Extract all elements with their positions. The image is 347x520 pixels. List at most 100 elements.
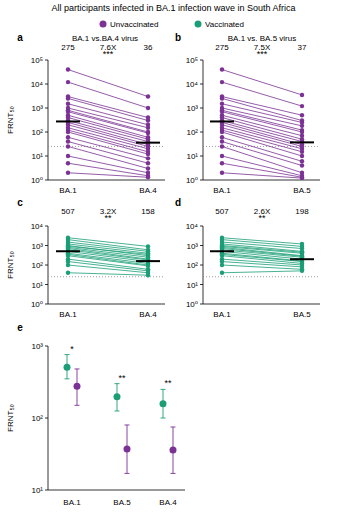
y-tick: [200, 60, 203, 61]
mean-bar: [56, 120, 80, 122]
participant-point: [146, 161, 150, 165]
error-bar: [161, 389, 166, 418]
participant-line: [222, 173, 302, 178]
mean-bar: [210, 120, 234, 122]
participant-point: [66, 154, 70, 158]
y-tick: [45, 304, 48, 305]
mean-point: [170, 446, 177, 453]
y-tick: [200, 304, 203, 305]
mean-label: 198: [295, 207, 309, 216]
x-tick-label: BA.1: [213, 310, 231, 319]
mean-bar: [290, 141, 314, 143]
y-tick-label: 10²: [186, 261, 198, 270]
y-tick: [200, 84, 203, 85]
plot-area: [48, 236, 165, 278]
y-tick-label: 10⁴: [186, 80, 199, 89]
y-tick: [200, 265, 203, 266]
participant-point: [146, 156, 150, 160]
participant-point: [146, 106, 150, 110]
error-bar-cap: [125, 473, 130, 474]
participant-point: [146, 131, 150, 135]
participant-line: [68, 173, 148, 177]
y-tick: [45, 265, 48, 266]
y-tick: [45, 418, 48, 419]
participant-point: [220, 96, 224, 100]
participant-line: [222, 265, 302, 269]
participant-point: [300, 159, 304, 163]
y-tick: [45, 84, 48, 85]
participant-point: [220, 130, 224, 134]
x-tick-label: BA.4: [159, 498, 177, 507]
significance: ***: [103, 49, 114, 59]
plot-area: [203, 67, 320, 180]
participant-line: [68, 254, 148, 265]
significance: **: [104, 213, 112, 223]
mean-point: [114, 393, 121, 400]
legend-swatch: [100, 21, 107, 28]
participant-line: [68, 130, 148, 152]
error-bar-cap: [171, 426, 176, 427]
y-tick: [45, 226, 48, 227]
plot-area: [48, 67, 165, 179]
error-bar-cap: [171, 473, 176, 474]
participant-line: [68, 265, 148, 273]
participant-point: [220, 171, 224, 175]
participant-line: [68, 163, 148, 176]
participant-line: [222, 262, 302, 267]
error-bar: [171, 427, 176, 473]
mean-label: 275: [215, 43, 229, 52]
participant-line: [68, 70, 148, 97]
panel-letter: e: [17, 322, 23, 333]
participant-point: [146, 175, 150, 179]
mean-bar: [136, 260, 160, 262]
participant-point: [66, 139, 70, 143]
mean-point: [160, 400, 167, 407]
participant-line: [222, 254, 302, 261]
participant-point: [300, 104, 304, 108]
participant-line: [222, 163, 302, 177]
participant-point: [300, 176, 304, 180]
participant-line: [222, 82, 302, 106]
y-tick-label: 10¹: [186, 281, 198, 290]
y-tick: [45, 60, 48, 61]
panel-letter: d: [175, 197, 181, 208]
x-axis-line: [48, 304, 165, 305]
y-tick-label: 10³: [186, 104, 198, 113]
x-axis-line: [48, 180, 165, 181]
x-tick-label: BA.5: [293, 310, 311, 319]
x-tick-label: BA.1: [63, 498, 81, 507]
legend-label: Vaccinated: [205, 20, 244, 29]
x-tick-label: BA.4: [139, 186, 157, 195]
y-axis-label: FRNT₅₀: [6, 106, 15, 134]
y-tick-label: 10¹: [186, 152, 198, 161]
y-tick: [45, 156, 48, 157]
y-tick-label: 10⁴: [31, 222, 44, 231]
legend-label: Unvaccinated: [110, 20, 158, 29]
y-tick-label: 10⁰: [31, 300, 43, 309]
participant-line: [222, 271, 302, 273]
error-bar-cap: [125, 424, 130, 425]
participant-point: [66, 161, 70, 165]
y-tick-label: 10¹: [31, 152, 43, 161]
panel-a: aBA.1 vs.BA.4 virusFRNT₅₀10⁰10¹10²10³10⁴…: [6, 32, 165, 195]
participant-point: [220, 80, 224, 84]
participant-point: [66, 67, 70, 71]
y-tick-label: 10⁵: [186, 56, 198, 65]
panel-letter: c: [17, 197, 23, 208]
mean-label: 275: [61, 43, 75, 52]
participant-point: [300, 269, 304, 273]
participant-line: [222, 132, 302, 156]
participant-line: [222, 70, 302, 95]
y-tick-label: 10⁴: [31, 80, 44, 89]
y-tick-label: 10¹: [31, 281, 43, 290]
significance: **: [118, 373, 126, 383]
y-tick: [200, 284, 203, 285]
plot-area: [203, 236, 320, 277]
participant-point: [66, 80, 70, 84]
error-bar-cap: [115, 411, 120, 412]
participant-line: [68, 273, 148, 275]
y-tick: [200, 108, 203, 109]
significance: *: [70, 344, 74, 354]
error-bar-cap: [115, 383, 120, 384]
participant-line: [222, 142, 302, 166]
